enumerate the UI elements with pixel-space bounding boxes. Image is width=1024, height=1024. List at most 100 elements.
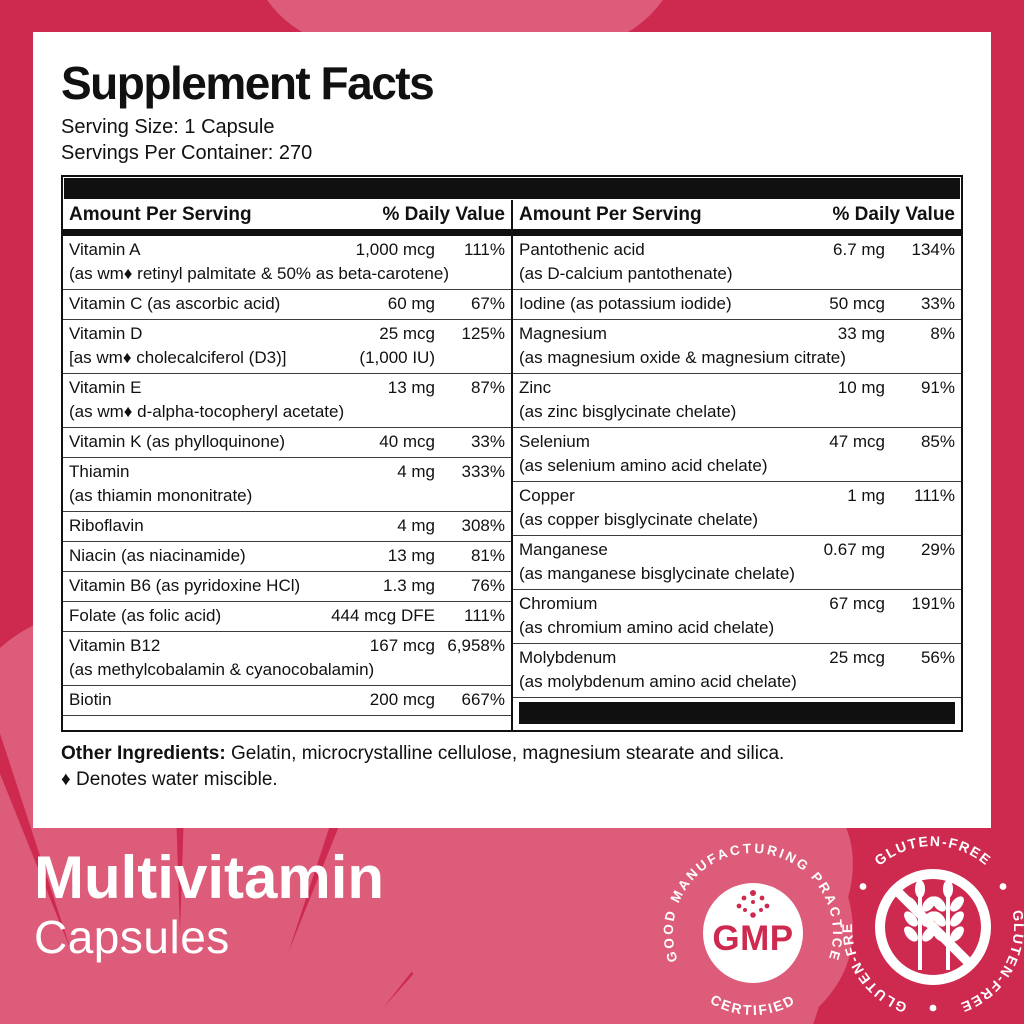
nutrient-row: Biotin 200 mcg 667% [63, 685, 511, 715]
nutrient-row: Manganese 0.67 mg 29% (as manganese bisglyc… [513, 535, 961, 589]
column-header-daily-value: % Daily Value [832, 204, 955, 225]
nutrient-amount: 60 mg [387, 294, 435, 313]
nutrient-amount: 1,000 mcg [355, 240, 435, 259]
nutrient-amount: 4 mg [397, 516, 435, 535]
svg-text:GLUTEN-FREE: GLUTEN-FREE [871, 833, 994, 869]
header-divider-bar [513, 229, 961, 236]
nutrient-name: Riboflavin [69, 516, 144, 535]
nutrient-amount: 25 mcg [829, 648, 885, 667]
gluten-free-text-top: GLUTEN-FREE [871, 833, 993, 869]
nutrient-row: Copper 1 mg 111% (as copper bisglycinate ch… [513, 481, 961, 535]
nutrient-source: [as wm♦ cholecalciferol (D3)] [69, 348, 287, 367]
nutrient-name: Molybdenum [519, 648, 617, 667]
nutrient-daily-value: 87% [470, 378, 505, 397]
nutrient-amount: 33 mg [837, 324, 885, 343]
nutrient-row: Vitamin B6 (as pyridoxine HCl) 1.3 mg 76% [63, 571, 511, 601]
gluten-free-text-left: GLUTEN-FREE [836, 830, 907, 1016]
nutrient-amount: 67 mcg [829, 594, 885, 613]
nutrient-daily-value: 111% [464, 606, 505, 625]
nutrient-daily-value: 81% [470, 546, 505, 565]
nutrient-amount: 1.3 mg [383, 576, 435, 595]
column-header-amount: Amount Per Serving [69, 204, 252, 225]
nutrient-name: Vitamin E [69, 378, 142, 397]
nutrient-name: Vitamin A [69, 240, 141, 259]
nutrient-name: Magnesium [519, 324, 607, 343]
nutrient-source: (as zinc bisglycinate chelate) [519, 402, 737, 421]
nutrient-daily-value: 191% [911, 594, 955, 613]
nutrient-daily-value: 8% [930, 324, 955, 343]
nutrient-amount: 444 mcg DFE [331, 606, 435, 625]
nutrient-row: Molybdenum 25 mcg 56% (as molybdenum amino … [513, 643, 961, 697]
nutrient-daily-value: 29% [920, 540, 955, 559]
table-column-left: Amount Per Serving % Daily Value Vitamin… [63, 200, 513, 730]
other-ingredients: Other Ingredients: Gelatin, microcrystal… [61, 741, 963, 766]
nutrient-row: Chromium 67 mcg 191% (as chromium amino aci… [513, 589, 961, 643]
nutrient-row: Vitamin K (as phylloquinone) 40 mcg 33% [63, 427, 511, 457]
gmp-certified-badge: GMP GOOD MANUFACTURING PRACTICE • CERTIF… [656, 833, 843, 1018]
gmp-badge-center-text: GMP [712, 919, 793, 958]
nutrient-row: Zinc 10 mg 91% (as zinc bisglycinate chelat… [513, 373, 961, 427]
wheat-icon [904, 880, 964, 970]
gluten-free-ring [875, 869, 991, 985]
nutrient-daily-value: 333% [461, 462, 505, 481]
serving-size: Serving Size: 1 Capsule [61, 116, 275, 138]
nutrient-amount: 200 mcg [369, 690, 435, 709]
nutrient-daily-value: 308% [461, 516, 505, 535]
nutrient-daily-value: 33% [920, 294, 955, 313]
nutrient-source: (as wm♦ retinyl palmitate & 50% as beta-… [69, 264, 450, 283]
nutrient-source: (as magnesium oxide & magnesium citrate) [519, 348, 846, 367]
column-header-daily-value: % Daily Value [382, 204, 505, 225]
nutrient-row: Iodine (as potassium iodide) 50 mcg 33% [513, 289, 961, 319]
nutrient-row: Selenium 47 mcg 85% (as selenium amino acid… [513, 427, 961, 481]
nutrient-row: Vitamin D 25 mcg 125% [as wm♦ cholecalcifer… [63, 319, 511, 373]
column-header-amount: Amount Per Serving [519, 204, 702, 225]
nutrient-daily-value: 67% [470, 294, 505, 313]
nutrient-name: Vitamin B12 [69, 636, 161, 655]
nutrient-name: Niacin (as niacinamide) [69, 546, 246, 565]
nutrient-daily-value: 91% [920, 378, 955, 397]
nutrient-name: Zinc [519, 378, 552, 397]
nutrient-daily-value: 76% [470, 576, 505, 595]
nutrient-amount: 50 mcg [829, 294, 885, 313]
nutrient-name: Folate (as folic acid) [69, 606, 222, 625]
product-title-block: Multivitamin Capsules [34, 846, 384, 961]
nutrient-name: Vitamin B6 (as pyridoxine HCl) [69, 576, 301, 595]
table-top-bar [64, 178, 960, 199]
nutrient-name: Thiamin [69, 462, 130, 481]
nutrient-daily-value: 134% [911, 240, 955, 259]
nutrient-source: (as copper bisglycinate chelate) [519, 510, 759, 529]
nutrient-source: (as D-calcium pantothenate) [519, 264, 733, 283]
nutrient-daily-value: 111% [464, 240, 505, 259]
nutrient-amount: 40 mcg [379, 432, 435, 451]
gluten-free-badge: GLUTEN-FREE GLUTEN-FREE GLUTEN-FREE [836, 830, 1024, 1016]
table-column-right: Amount Per Serving % Daily Value Pantoth… [513, 200, 961, 730]
nutrient-row: Folate (as folic acid) 444 mcg DFE 111% [63, 601, 511, 631]
water-miscible-footnote: ♦ Denotes water miscible. [61, 769, 278, 790]
nutrient-source: (as methylcobalamin & cyanocobalamin) [69, 660, 375, 679]
nutrient-row: Magnesium 33 mg 8% (as magnesium oxide & ma… [513, 319, 961, 373]
nutrient-daily-value: 111% [914, 486, 955, 505]
nutrient-daily-value: 125% [461, 324, 505, 343]
sparkle-dots-icon [736, 890, 770, 918]
nutrient-sub-amount: (1,000 IU) [359, 348, 435, 367]
nutrient-amount: 6.7 mg [833, 240, 885, 259]
nutrient-amount: 47 mcg [829, 432, 885, 451]
nutrient-source: (as selenium amino acid chelate) [519, 456, 768, 475]
nutrient-row: Thiamin 4 mg 333% (as thiamin mononitrate) [63, 457, 511, 511]
nutrient-name: Iodine (as potassium iodide) [519, 294, 732, 313]
nutrient-row: Vitamin A 1,000 mcg 111% (as wm♦ retinyl pa… [63, 236, 511, 289]
table-end-cap [513, 697, 961, 730]
nutrient-name: Chromium [519, 594, 598, 613]
nutrient-row: Vitamin B12 167 mcg 6,958% (as methylcobala… [63, 631, 511, 685]
nutrient-row: Niacin (as niacinamide) 13 mg 81% [63, 541, 511, 571]
nutrient-row: Pantothenic acid 6.7 mg 134% (as D-calcium … [513, 236, 961, 289]
nutrient-row: Vitamin C (as ascorbic acid) 60 mg 67% [63, 289, 511, 319]
nutrient-daily-value: 85% [920, 432, 955, 451]
nutrient-source: (as manganese bisglycinate chelate) [519, 564, 795, 583]
nutrient-source: (as thiamin mononitrate) [69, 486, 253, 505]
nutrient-amount: 25 mcg [379, 324, 435, 343]
nutrient-source: (as wm♦ d-alpha-tocopheryl acetate) [69, 402, 345, 421]
nutrient-name: Copper [519, 486, 575, 505]
other-ingredients-label: Other Ingredients: [61, 743, 226, 764]
header-divider-bar [63, 229, 511, 236]
